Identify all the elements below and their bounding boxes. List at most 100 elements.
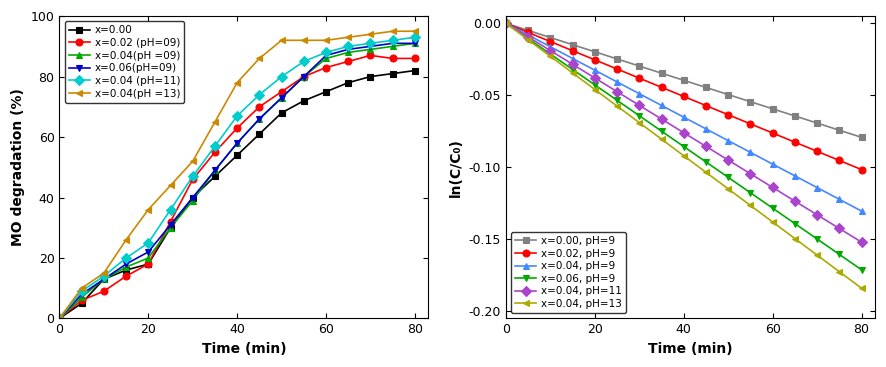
x=0.06, pH=9 xyxy=(767,206,778,210)
x=0.04(pH =13) xyxy=(232,80,243,85)
x=0.00 xyxy=(321,90,331,94)
x=0.02, pH=9 xyxy=(767,131,778,135)
x=0.02 (pH=09) xyxy=(210,150,221,155)
x=0.06, pH=9 xyxy=(634,113,645,118)
x=0.04, pH=11 xyxy=(612,90,623,94)
x=0.02 (pH=09) xyxy=(276,90,287,94)
x=0.04 (pH=11) xyxy=(409,35,420,40)
x=0.00, pH=9 xyxy=(789,114,800,118)
x=0.00 xyxy=(210,174,221,179)
x=0.04(pH =13) xyxy=(343,35,354,40)
x=0.06(pH=09) xyxy=(409,41,420,46)
x=0.04(pH =13) xyxy=(321,38,331,43)
x=0.04, pH=13 xyxy=(856,286,867,290)
x=0.04(pH =09) xyxy=(165,226,175,230)
x=0.04 (pH=11) xyxy=(365,41,376,46)
x=0.06, pH=9 xyxy=(657,129,667,133)
x=0.04(pH =09) xyxy=(143,256,153,260)
x=0.04(pH =09) xyxy=(76,295,87,299)
x=0.04(pH =09) xyxy=(54,316,65,321)
x=0.04(pH =13) xyxy=(54,316,65,321)
x=0.04 (pH=11) xyxy=(232,114,243,118)
x=0.02, pH=9 xyxy=(834,158,844,163)
x=0.00 xyxy=(343,80,354,85)
x=0.04, pH=9 xyxy=(501,21,511,26)
x=0.00, pH=9 xyxy=(812,121,822,125)
x=0.06, pH=9 xyxy=(589,83,600,87)
x=0.06, pH=9 xyxy=(679,144,689,149)
x=0.06(pH=09) xyxy=(365,44,376,48)
x=0.04, pH=11 xyxy=(723,158,734,162)
x=0.00, pH=9 xyxy=(567,43,578,47)
x=0.02 (pH=09) xyxy=(321,65,331,70)
x=0.06, pH=9 xyxy=(612,98,623,102)
x=0.00 xyxy=(299,99,309,103)
x=0.02, pH=9 xyxy=(657,85,667,90)
x=0.04, pH=11 xyxy=(834,226,844,231)
Line: x=0.02 (pH=09): x=0.02 (pH=09) xyxy=(56,52,418,322)
x=0.04(pH =09) xyxy=(276,95,287,100)
x=0.06, pH=9 xyxy=(834,252,844,257)
x=0.00, pH=9 xyxy=(767,107,778,111)
x=0.02 (pH=09) xyxy=(299,75,309,79)
x=0.06(pH=09) xyxy=(54,316,65,321)
x=0.04(pH =09) xyxy=(343,50,354,55)
x=0.04(pH =09) xyxy=(365,47,376,52)
x=0.02 (pH=09) xyxy=(54,316,65,321)
x=0.04, pH=9 xyxy=(723,138,734,143)
x=0.04, pH=9 xyxy=(834,197,844,201)
x=0.04, pH=13 xyxy=(634,120,645,125)
x=0.06(pH=09) xyxy=(188,195,198,200)
x=0.06, pH=9 xyxy=(745,190,756,195)
x=0.04 (pH=11) xyxy=(276,75,287,79)
x=0.04 (pH=11) xyxy=(143,241,153,245)
X-axis label: Time (min): Time (min) xyxy=(649,342,733,356)
x=0.02, pH=9 xyxy=(501,21,511,26)
x=0.04, pH=11 xyxy=(589,76,600,80)
x=0.04, pH=9 xyxy=(545,44,556,49)
x=0.00, pH=9 xyxy=(745,99,756,104)
x=0.04, pH=11 xyxy=(523,35,533,39)
x=0.04, pH=11 xyxy=(767,185,778,190)
x=0.06, pH=9 xyxy=(567,67,578,72)
x=0.04, pH=13 xyxy=(501,21,511,26)
x=0.02 (pH=09) xyxy=(76,298,87,302)
x=0.02, pH=9 xyxy=(545,39,556,44)
x=0.02 (pH=09) xyxy=(143,262,153,266)
x=0.00, pH=9 xyxy=(634,64,645,68)
x=0.04, pH=13 xyxy=(523,38,533,42)
x=0.00 xyxy=(365,75,376,79)
x=0.00, pH=9 xyxy=(679,78,689,83)
x=0.02 (pH=09) xyxy=(232,126,243,130)
x=0.04(pH =13) xyxy=(276,38,287,43)
x=0.02, pH=9 xyxy=(523,30,533,34)
x=0.06(pH=09) xyxy=(232,141,243,145)
x=0.04, pH=9 xyxy=(589,68,600,72)
Legend: x=0.00, pH=9, x=0.02, pH=9, x=0.04, pH=9, x=0.06, pH=9, x=0.04, pH=11, x=0.04, p: x=0.00, pH=9, x=0.02, pH=9, x=0.04, pH=9… xyxy=(511,232,626,313)
x=0.00 xyxy=(387,71,398,76)
x=0.02, pH=9 xyxy=(634,76,645,80)
x=0.02 (pH=09) xyxy=(409,56,420,61)
x=0.04 (pH=11) xyxy=(387,38,398,43)
x=0.00, pH=9 xyxy=(612,57,623,61)
x=0.02, pH=9 xyxy=(745,122,756,126)
x=0.00 xyxy=(232,153,243,157)
x=0.04(pH =13) xyxy=(188,159,198,163)
x=0.04, pH=13 xyxy=(589,87,600,92)
x=0.00, pH=9 xyxy=(657,71,667,75)
x=0.06, pH=9 xyxy=(723,175,734,179)
Line: x=0.04, pH=13: x=0.04, pH=13 xyxy=(502,20,865,292)
x=0.04 (pH=11) xyxy=(76,289,87,294)
x=0.00, pH=9 xyxy=(856,135,867,139)
x=0.04, pH=11 xyxy=(701,144,711,149)
x=0.04(pH =09) xyxy=(210,168,221,172)
Legend: x=0.00, x=0.02 (pH=09), x=0.04(pH =09), x=0.06(pH=09), x=0.04 (pH=11), x=0.04(pH: x=0.00, x=0.02 (pH=09), x=0.04(pH =09), … xyxy=(65,21,184,103)
x=0.04, pH=11 xyxy=(657,117,667,121)
x=0.04, pH=11 xyxy=(812,212,822,217)
x=0.04 (pH=11) xyxy=(254,92,265,97)
x=0.04(pH =09) xyxy=(299,75,309,79)
x=0.04, pH=13 xyxy=(657,137,667,141)
x=0.00, pH=9 xyxy=(589,50,600,54)
x=0.04, pH=9 xyxy=(679,115,689,119)
x=0.04(pH =09) xyxy=(232,141,243,145)
